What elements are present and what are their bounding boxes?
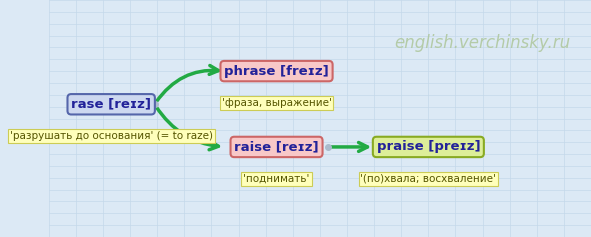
Text: 'фраза, выражение': 'фраза, выражение' bbox=[222, 98, 332, 108]
Text: raise [reɪz]: raise [reɪz] bbox=[234, 141, 319, 153]
Text: 'разрушать до основания' (= to raze): 'разрушать до основания' (= to raze) bbox=[9, 131, 213, 141]
Text: rase [reɪz]: rase [reɪz] bbox=[71, 98, 151, 111]
Text: 'поднимать': 'поднимать' bbox=[243, 174, 310, 184]
Text: phrase [freɪz]: phrase [freɪz] bbox=[224, 65, 329, 77]
Text: praise [preɪz]: praise [preɪz] bbox=[376, 141, 480, 153]
Text: '(по)хвала; восхваление': '(по)хвала; восхваление' bbox=[361, 174, 496, 184]
Text: english.verchinsky.ru: english.verchinsky.ru bbox=[395, 34, 571, 52]
